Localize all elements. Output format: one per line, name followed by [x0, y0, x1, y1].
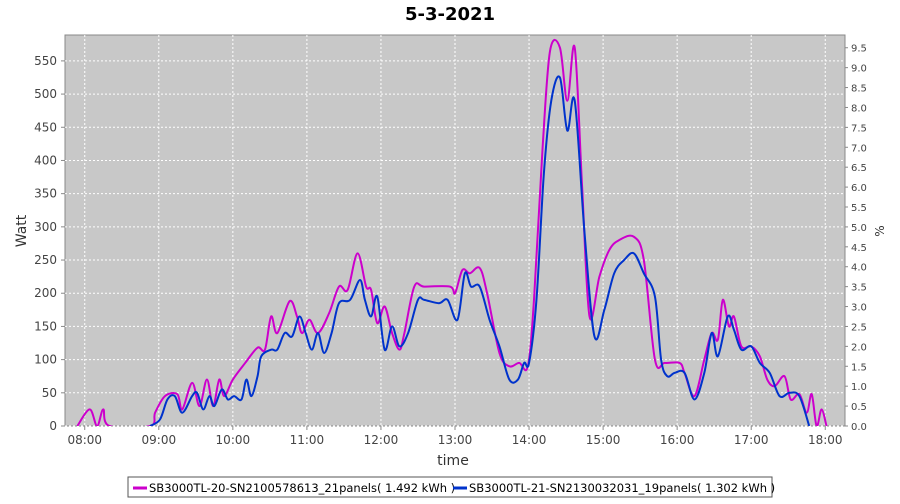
x-axis-label: time [437, 453, 469, 469]
y2-tick-label: 0.5 [851, 402, 867, 413]
y-tick-label: 250 [34, 253, 57, 267]
x-tick-label: 14:00 [512, 433, 547, 447]
y2-tick-label: 2.0 [851, 342, 867, 353]
y-tick-label: 200 [34, 286, 57, 300]
x-tick-label: 16:00 [660, 433, 695, 447]
y2-tick-label: 4.5 [851, 243, 867, 254]
y2-tick-label: 7.0 [851, 143, 867, 154]
y2-tick-label: 3.0 [851, 303, 867, 314]
legend-label: SB3000TL-21-SN2130032031_19panels( 1.302… [469, 481, 775, 495]
y2-tick-label: 9.0 [851, 64, 867, 75]
y-tick-label: 100 [34, 353, 57, 367]
y2-tick-label: 7.5 [851, 123, 867, 134]
y2-tick-label: 6.0 [851, 183, 867, 194]
y2-tick-label: 8.0 [851, 103, 867, 114]
x-tick-label: 18:00 [808, 433, 843, 447]
chart-title: 5-3-2021 [405, 4, 495, 25]
y2-tick-label: 4.0 [851, 263, 867, 274]
x-tick-label: 09:00 [142, 433, 177, 447]
y2-tick-label: 9.5 [851, 44, 867, 55]
y-tick-label: 550 [34, 54, 57, 68]
legend-label: SB3000TL-20-SN2100578613_21panels( 1.492… [149, 481, 455, 495]
y-tick-label: 50 [42, 386, 57, 400]
y2-tick-label: 3.5 [851, 283, 867, 294]
y2-axis-label: % [873, 225, 887, 236]
x-tick-label: 08:00 [67, 433, 102, 447]
y2-tick-label: 5.5 [851, 203, 867, 214]
y2-tick-label: 5.0 [851, 223, 867, 234]
y2-tick-label: 0.0 [851, 422, 867, 433]
y-tick-label: 400 [34, 153, 57, 167]
x-tick-label: 17:00 [734, 433, 769, 447]
x-tick-label: 15:00 [586, 433, 621, 447]
y2-tick-label: 2.5 [851, 322, 867, 333]
x-tick-label: 12:00 [364, 433, 399, 447]
x-tick-label: 11:00 [290, 433, 325, 447]
y2-tick-label: 8.5 [851, 84, 867, 95]
series-line [76, 38, 828, 426]
y-tick-label: 0 [49, 419, 57, 433]
y2-tick-label: 1.5 [851, 362, 867, 373]
x-tick-label: 13:00 [438, 433, 473, 447]
y2-tick-label: 1.0 [851, 382, 867, 393]
y-axis-label: Watt [14, 214, 30, 247]
y-tick-label: 150 [34, 319, 57, 333]
y-tick-label: 500 [34, 87, 57, 101]
y-tick-label: 300 [34, 220, 57, 234]
y-tick-label: 450 [34, 120, 57, 134]
y2-tick-label: 6.5 [851, 163, 867, 174]
legend [127, 476, 773, 498]
series-line [149, 75, 811, 426]
y-tick-label: 350 [34, 187, 57, 201]
x-tick-label: 10:00 [216, 433, 251, 447]
